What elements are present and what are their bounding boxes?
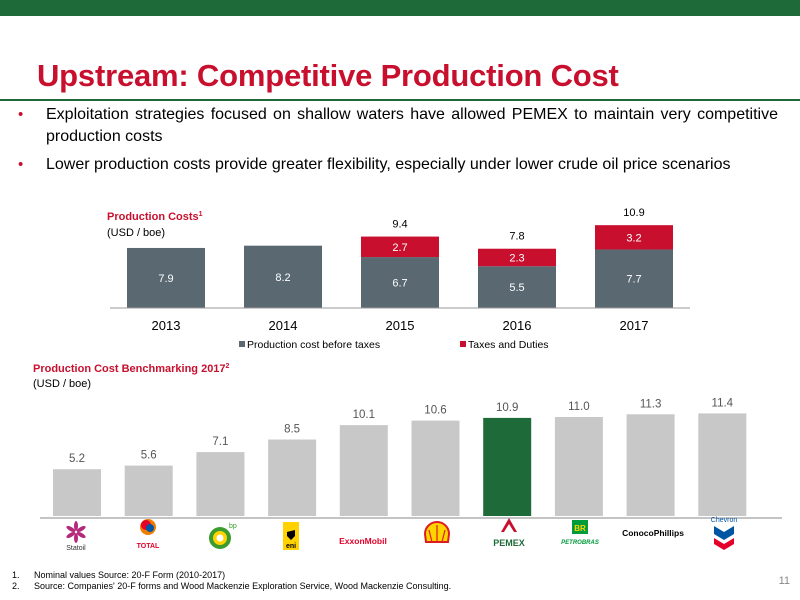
bar-production-cost [478, 266, 556, 308]
data-label-benchmark: 10.9 [496, 402, 518, 414]
chart1-subtitle: (USD / boe) [107, 227, 165, 239]
data-label-total: 9.4 [392, 219, 407, 231]
chart2-title: Production Cost Benchmarking 20172 [33, 363, 230, 375]
legend-label-taxes: Taxes and Duties [468, 339, 549, 351]
bar-benchmark [124, 465, 173, 516]
chart2-subtitle: (USD / boe) [33, 378, 91, 390]
data-label-benchmark: 11.4 [712, 397, 734, 409]
production-costs-chart: Production Costs1 (USD / boe) 7.9 8.2 6.7 2… [107, 207, 690, 351]
data-label-benchmark: 7.1 [212, 436, 228, 448]
data-label-taxes-duties: 2.7 [392, 242, 407, 254]
data-label-benchmark: 5.2 [69, 453, 85, 465]
bar-taxes-duties [361, 236, 439, 258]
bar-benchmark [339, 425, 388, 516]
footnote: 1. Nominal values Source: 20-F Form (2010… [12, 570, 226, 580]
benchmarking-chart: Production Cost Benchmarking 20172 (USD … [33, 363, 782, 552]
bar-production-cost [244, 245, 322, 308]
bullet-text: Lower production costs provide greater f… [46, 156, 731, 173]
data-label-production-cost: 6.7 [392, 278, 407, 290]
data-label-taxes-duties: 2.3 [509, 252, 524, 264]
x-tick-label: 2013 [152, 318, 181, 333]
svg-text:Chevron: Chevron [711, 517, 738, 524]
data-label-benchmark: 5.6 [141, 450, 157, 462]
data-label-production-cost: 5.5 [509, 282, 524, 294]
data-label-total: 7.8 [509, 231, 524, 243]
bullet-list: • Exploitation strategies focused on sha… [18, 104, 778, 182]
bar-benchmark [196, 452, 245, 516]
x-tick-label: 2016 [503, 318, 532, 333]
footnote: 2. Source: Companies' 20-F forms and Wood… [12, 581, 452, 591]
chart1-x-axis: 2013 2014 2015 2016 2017 [152, 318, 649, 333]
pemex-logo: PEMEX [493, 518, 525, 548]
svg-text:PETROBRAS: PETROBRAS [561, 540, 599, 546]
chevron-logo: Chevron [711, 517, 738, 550]
page-title: Upstream: Competitive Production Cost [37, 58, 619, 93]
total-logo: TOTAL [137, 519, 160, 550]
eni-logo: eni [283, 522, 299, 550]
data-label-production-cost: 8.2 [275, 272, 290, 284]
bar-taxes-duties [595, 225, 673, 250]
bar-benchmark [411, 420, 460, 516]
bar-benchmark [698, 413, 747, 516]
petrobras-logo: BR PETROBRAS [561, 520, 599, 546]
bar-benchmark [554, 417, 603, 516]
data-label-production-cost: 7.9 [158, 273, 173, 285]
bullet-item: • Lower production costs provide greater… [18, 154, 778, 176]
svg-text:PEMEX: PEMEX [493, 538, 525, 548]
x-tick-label: 2015 [386, 318, 415, 333]
data-label-benchmark: 10.1 [353, 409, 375, 421]
bar-benchmark [268, 439, 317, 516]
svg-text:TOTAL: TOTAL [137, 543, 160, 550]
chart1-bars: 7.9 8.2 6.7 2.7 9.4 5.5 2.3 7.8 7.7 3.2 10.9 [127, 207, 673, 308]
footnotes: 1. Nominal values Source: 20-F Form (2010… [12, 570, 451, 592]
legend-label-production: Production cost before taxes [247, 339, 380, 351]
bullet-marker: • [18, 106, 24, 123]
data-label-benchmark: 11.0 [568, 401, 590, 413]
bar-benchmark [626, 414, 675, 516]
legend-swatch-production [239, 341, 245, 347]
bar-production-cost [361, 257, 439, 308]
bar-taxes-duties [478, 248, 556, 267]
chart2-bars: 5.2 5.6 7.1 8.5 10.1 10.6 10.9 11.0 11.3 11.4 [53, 397, 747, 516]
x-tick-label: 2014 [269, 318, 298, 333]
bullet-marker: • [18, 156, 24, 173]
legend-swatch-taxes [460, 341, 466, 347]
x-tick-label: 2017 [620, 318, 649, 333]
statoil-logo: Statoil [66, 521, 86, 552]
data-label-taxes-duties: 3.2 [626, 232, 641, 244]
exxonmobil-logo: ExxonMobil [339, 536, 387, 546]
page-number: 11 [778, 575, 790, 587]
data-label-benchmark: 11.3 [640, 398, 662, 410]
data-label-production-cost: 7.7 [626, 274, 641, 286]
svg-text:Statoil: Statoil [66, 545, 86, 552]
bullet-text: Exploitation strategies focused on shall… [46, 106, 778, 145]
shell-logo [423, 521, 451, 543]
bp-logo: bp [209, 523, 237, 549]
conocophillips-logo: ConocoPhillips [622, 528, 684, 538]
svg-text:bp: bp [229, 523, 237, 530]
svg-text:ConocoPhillips: ConocoPhillips [622, 528, 684, 538]
data-label-benchmark: 10.6 [424, 405, 446, 417]
top-brand-bar [0, 0, 800, 16]
data-label-benchmark: 8.5 [284, 424, 300, 436]
data-label-total: 10.9 [623, 207, 644, 219]
title-divider [0, 99, 800, 101]
bar-production-cost [595, 249, 673, 308]
bullet-item: • Exploitation strategies focused on sha… [18, 104, 778, 148]
bar-benchmark [53, 469, 101, 516]
svg-text:eni: eni [286, 543, 296, 550]
chart1-title: Production Costs1 [107, 211, 203, 223]
svg-text:BR: BR [574, 524, 586, 533]
bar-production-cost [127, 247, 205, 308]
bar-benchmark [483, 417, 532, 516]
